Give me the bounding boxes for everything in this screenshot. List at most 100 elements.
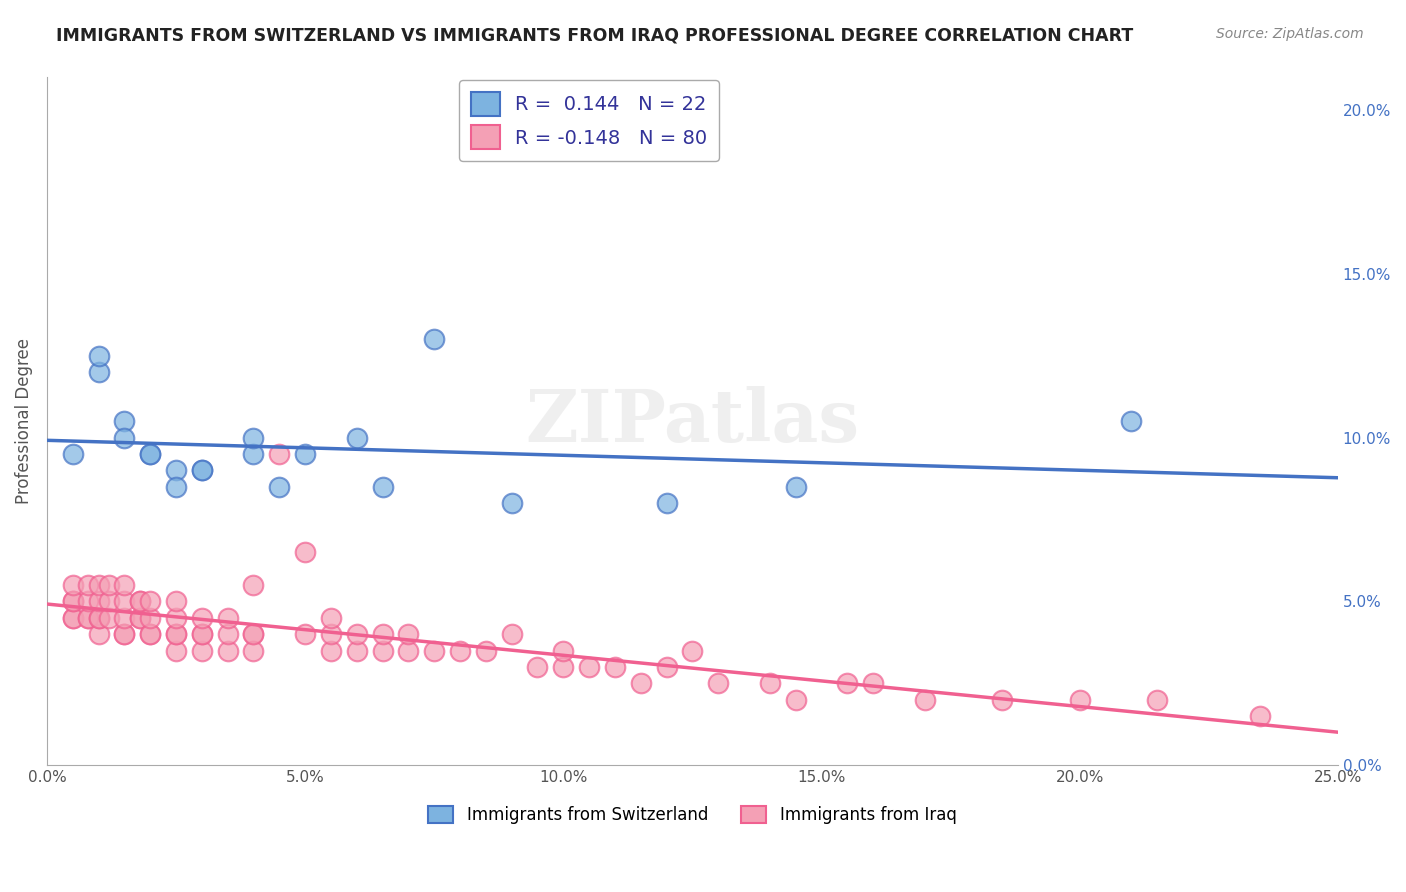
- Point: [87, 578, 110, 592]
- Point: [553, 643, 575, 657]
- Point: [97, 578, 120, 592]
- Point: [371, 480, 394, 494]
- Point: [423, 643, 446, 657]
- Point: [112, 627, 135, 641]
- Point: [139, 447, 162, 461]
- Point: [191, 627, 214, 641]
- Point: [165, 611, 187, 625]
- Point: [165, 463, 187, 477]
- Point: [139, 627, 162, 641]
- Point: [655, 660, 678, 674]
- Point: [603, 660, 626, 674]
- Point: [62, 611, 84, 625]
- Point: [87, 594, 110, 608]
- Point: [191, 463, 214, 477]
- Point: [112, 627, 135, 641]
- Point: [191, 463, 214, 477]
- Point: [1121, 414, 1143, 428]
- Point: [346, 431, 368, 445]
- Point: [128, 611, 150, 625]
- Point: [165, 643, 187, 657]
- Point: [269, 447, 291, 461]
- Point: [294, 447, 316, 461]
- Point: [449, 643, 471, 657]
- Point: [165, 480, 187, 494]
- Point: [97, 611, 120, 625]
- Point: [346, 627, 368, 641]
- Point: [77, 594, 100, 608]
- Point: [139, 447, 162, 461]
- Point: [991, 692, 1014, 706]
- Point: [62, 447, 84, 461]
- Point: [62, 594, 84, 608]
- Legend: Immigrants from Switzerland, Immigrants from Iraq: Immigrants from Switzerland, Immigrants …: [420, 797, 965, 832]
- Point: [191, 611, 214, 625]
- Point: [242, 431, 264, 445]
- Point: [87, 627, 110, 641]
- Point: [553, 660, 575, 674]
- Point: [77, 611, 100, 625]
- Point: [242, 643, 264, 657]
- Point: [128, 594, 150, 608]
- Point: [294, 545, 316, 559]
- Point: [269, 480, 291, 494]
- Point: [217, 627, 239, 641]
- Point: [62, 594, 84, 608]
- Point: [630, 676, 652, 690]
- Point: [165, 627, 187, 641]
- Point: [139, 594, 162, 608]
- Point: [862, 676, 884, 690]
- Point: [914, 692, 936, 706]
- Point: [681, 643, 703, 657]
- Point: [112, 578, 135, 592]
- Y-axis label: Professional Degree: Professional Degree: [15, 338, 32, 504]
- Point: [128, 594, 150, 608]
- Point: [87, 365, 110, 379]
- Point: [758, 676, 780, 690]
- Point: [112, 594, 135, 608]
- Point: [371, 643, 394, 657]
- Point: [217, 611, 239, 625]
- Point: [475, 643, 498, 657]
- Point: [319, 643, 342, 657]
- Point: [1146, 692, 1168, 706]
- Point: [112, 414, 135, 428]
- Point: [87, 611, 110, 625]
- Point: [77, 578, 100, 592]
- Point: [423, 333, 446, 347]
- Point: [87, 349, 110, 363]
- Point: [707, 676, 730, 690]
- Point: [139, 627, 162, 641]
- Point: [319, 627, 342, 641]
- Point: [655, 496, 678, 510]
- Text: IMMIGRANTS FROM SWITZERLAND VS IMMIGRANTS FROM IRAQ PROFESSIONAL DEGREE CORRELAT: IMMIGRANTS FROM SWITZERLAND VS IMMIGRANT…: [56, 27, 1133, 45]
- Point: [396, 627, 419, 641]
- Point: [526, 660, 548, 674]
- Point: [346, 643, 368, 657]
- Point: [371, 627, 394, 641]
- Point: [837, 676, 859, 690]
- Point: [294, 627, 316, 641]
- Point: [97, 594, 120, 608]
- Point: [501, 627, 523, 641]
- Point: [165, 627, 187, 641]
- Text: Source: ZipAtlas.com: Source: ZipAtlas.com: [1216, 27, 1364, 41]
- Point: [165, 594, 187, 608]
- Point: [242, 627, 264, 641]
- Point: [112, 611, 135, 625]
- Point: [139, 611, 162, 625]
- Point: [87, 611, 110, 625]
- Point: [242, 627, 264, 641]
- Point: [77, 611, 100, 625]
- Point: [785, 692, 807, 706]
- Point: [191, 643, 214, 657]
- Point: [1249, 709, 1271, 723]
- Point: [191, 627, 214, 641]
- Point: [242, 447, 264, 461]
- Text: ZIPatlas: ZIPatlas: [526, 386, 859, 457]
- Point: [785, 480, 807, 494]
- Point: [396, 643, 419, 657]
- Point: [242, 578, 264, 592]
- Point: [578, 660, 600, 674]
- Point: [62, 578, 84, 592]
